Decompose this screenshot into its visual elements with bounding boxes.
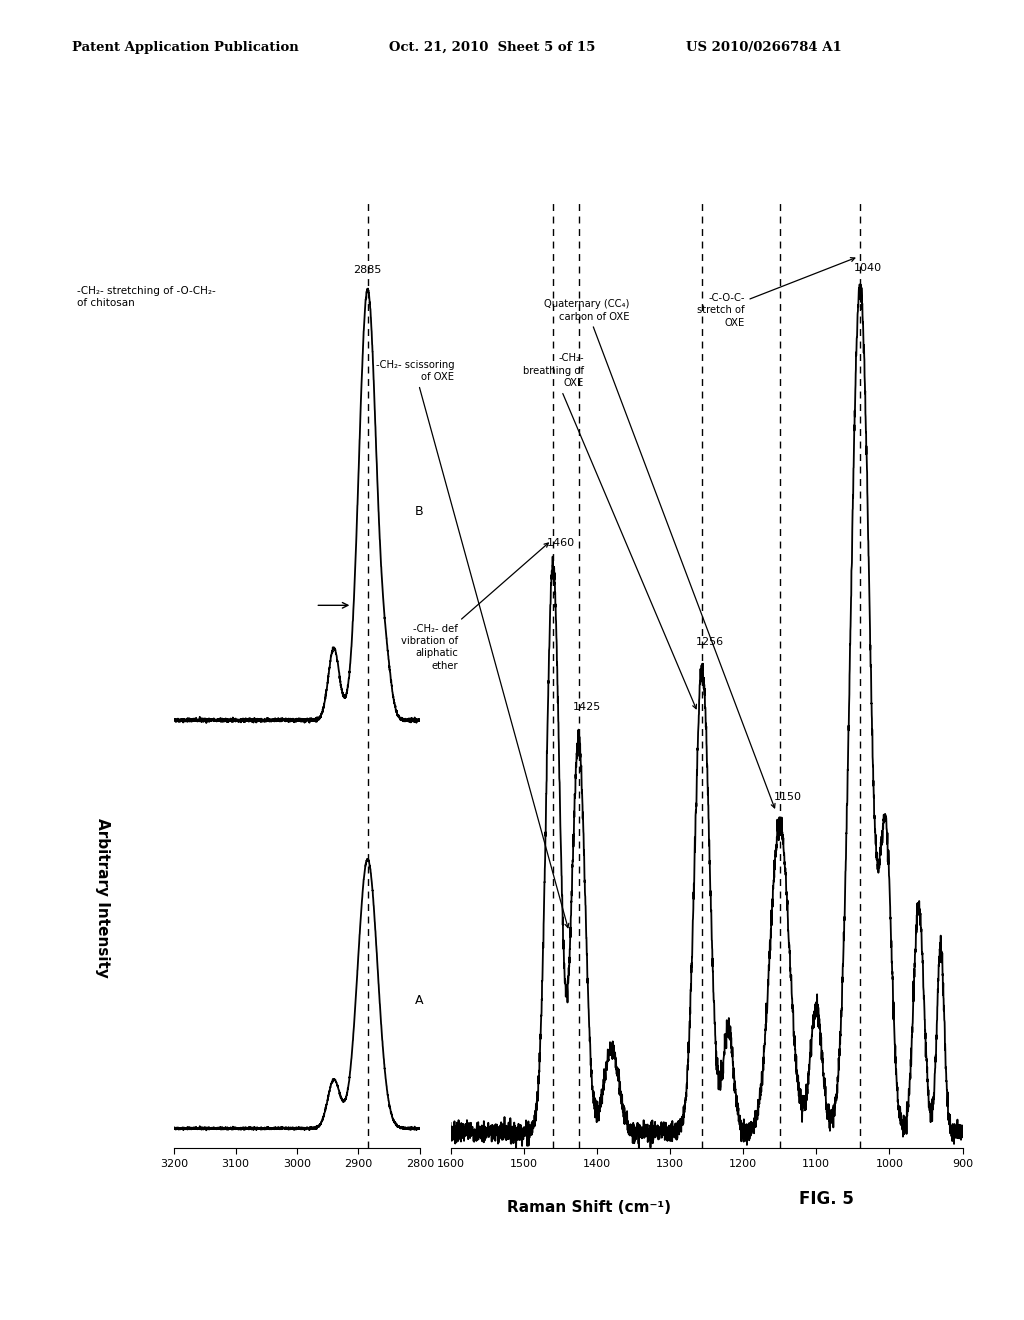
Text: -CH₂- stretching of -O-CH₂-
of chitosan: -CH₂- stretching of -O-CH₂- of chitosan xyxy=(77,286,215,308)
Text: -CH₂- scissoring
of OXE: -CH₂- scissoring of OXE xyxy=(376,359,568,928)
Text: US 2010/0266784 A1: US 2010/0266784 A1 xyxy=(686,41,842,54)
Text: 1150: 1150 xyxy=(774,792,802,801)
Text: Arbitrary Intensity: Arbitrary Intensity xyxy=(95,817,110,978)
Text: Raman Shift (cm⁻¹): Raman Shift (cm⁻¹) xyxy=(507,1200,671,1216)
Text: -CH₂- def
vibration of
aliphatic
ether: -CH₂- def vibration of aliphatic ether xyxy=(400,543,549,671)
Text: 1425: 1425 xyxy=(572,702,601,713)
Text: 1460: 1460 xyxy=(547,539,575,548)
Text: Patent Application Publication: Patent Application Publication xyxy=(72,41,298,54)
Text: Quaternary (CC₄)
carbon of OXE: Quaternary (CC₄) carbon of OXE xyxy=(545,300,775,808)
Text: 2885: 2885 xyxy=(353,265,382,275)
Text: Oct. 21, 2010  Sheet 5 of 15: Oct. 21, 2010 Sheet 5 of 15 xyxy=(389,41,596,54)
Text: A: A xyxy=(415,994,424,1007)
Text: 1256: 1256 xyxy=(696,636,724,647)
Text: 1040: 1040 xyxy=(854,263,883,273)
Text: FIG. 5: FIG. 5 xyxy=(799,1189,854,1208)
Text: -C-O-C-
stretch of
OXE: -C-O-C- stretch of OXE xyxy=(697,257,855,327)
Text: -CH₂-
breathing of
OXE: -CH₂- breathing of OXE xyxy=(522,354,696,709)
Text: B: B xyxy=(415,504,424,517)
